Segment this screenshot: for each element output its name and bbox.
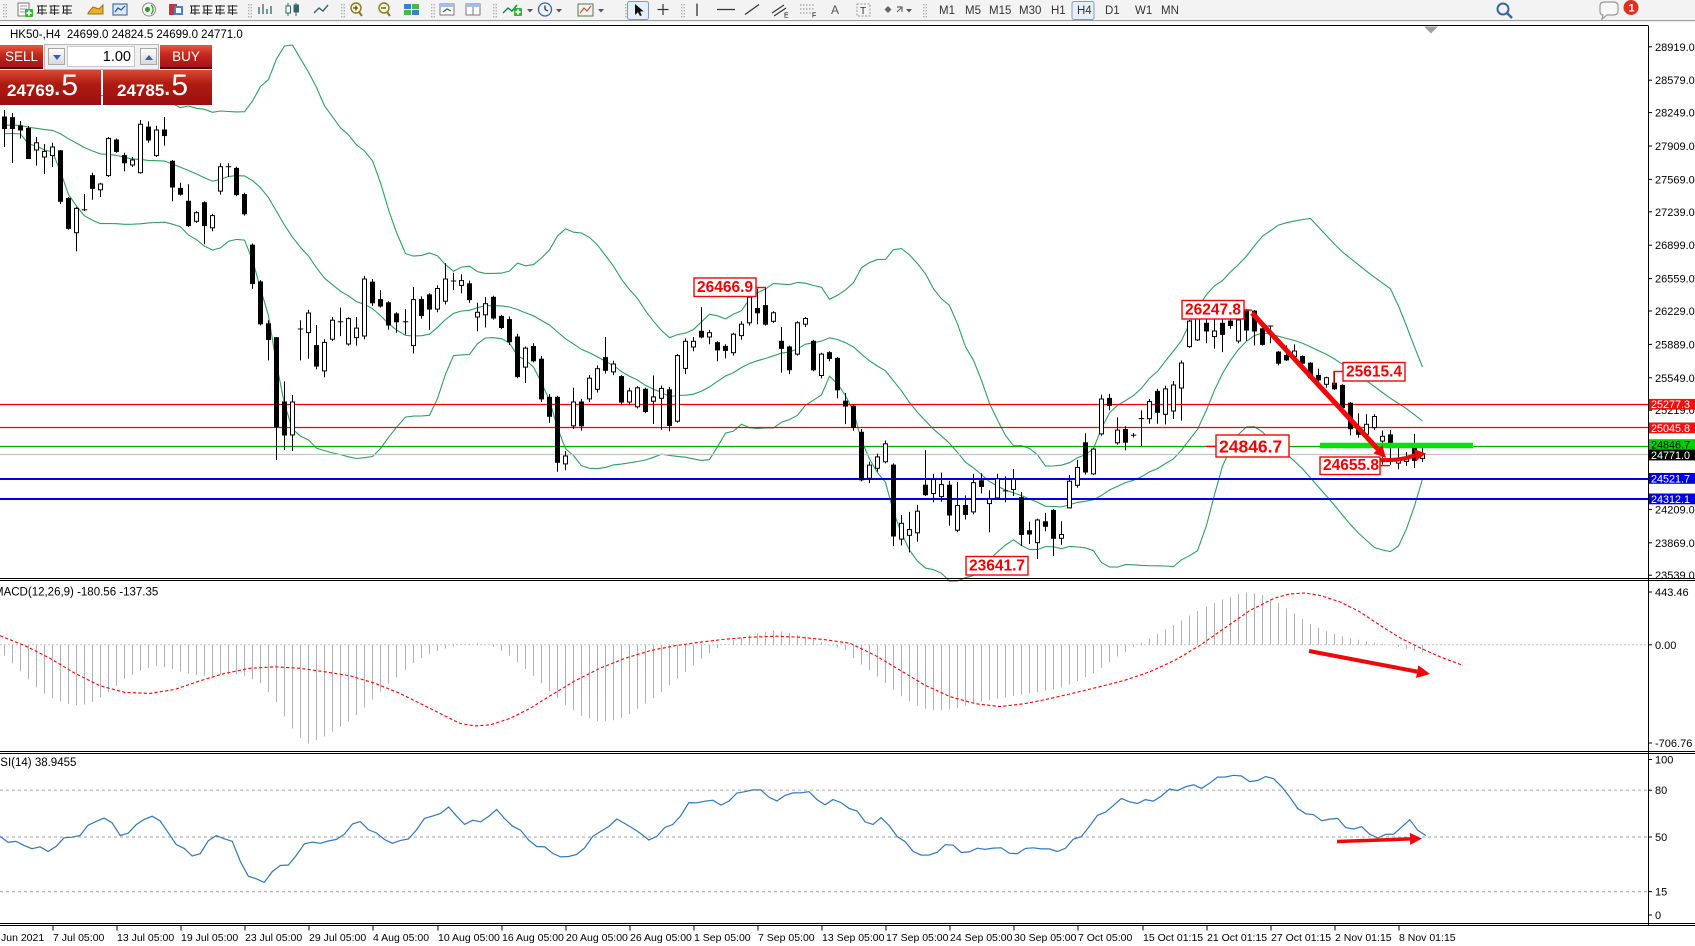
svg-text:4 Aug 05:00: 4 Aug 05:00	[373, 932, 429, 944]
svg-text:100: 100	[1655, 755, 1673, 767]
svg-text:E: E	[784, 13, 789, 20]
svg-text:24209.0: 24209.0	[1655, 504, 1695, 516]
svg-text:21 Oct 01:15: 21 Oct 01:15	[1207, 932, 1267, 944]
svg-text:RSI(14) 38.9455: RSI(14) 38.9455	[0, 757, 76, 769]
svg-text:A: A	[831, 3, 839, 17]
svg-text:27 Oct 01:15: 27 Oct 01:15	[1271, 932, 1331, 944]
svg-text:24521.7: 24521.7	[1651, 473, 1690, 485]
svg-text:-706.76: -706.76	[1655, 738, 1692, 750]
svg-text:80: 80	[1655, 785, 1667, 797]
svg-text:25045.8: 25045.8	[1651, 423, 1690, 435]
svg-text:M15: M15	[989, 5, 1011, 17]
svg-text:0.00: 0.00	[1655, 640, 1676, 652]
svg-text:26229.0: 26229.0	[1655, 306, 1695, 318]
svg-text:24846.7: 24846.7	[1219, 437, 1282, 457]
svg-text:24846.7: 24846.7	[1651, 440, 1690, 452]
svg-text:30 Sep 05:00: 30 Sep 05:00	[1014, 932, 1077, 944]
svg-text:50: 50	[1655, 832, 1667, 844]
svg-text:26 Aug 05:00: 26 Aug 05:00	[630, 932, 692, 944]
svg-text:26466.9: 26466.9	[697, 279, 753, 296]
svg-text:Jun 2021: Jun 2021	[1, 932, 44, 944]
svg-text:M30: M30	[1019, 5, 1041, 17]
svg-text:D1: D1	[1105, 5, 1120, 17]
svg-text:28919.0: 28919.0	[1655, 42, 1695, 54]
svg-text:25615.4: 25615.4	[1346, 364, 1402, 381]
svg-text:15: 15	[1655, 887, 1667, 899]
svg-text:24655.8: 24655.8	[1323, 457, 1379, 474]
svg-text:15 Oct 01:15: 15 Oct 01:15	[1143, 932, 1203, 944]
svg-text:M5: M5	[965, 5, 981, 17]
svg-text:25277.3: 25277.3	[1651, 399, 1690, 411]
svg-text:17 Sep 05:00: 17 Sep 05:00	[886, 932, 949, 944]
svg-text:27239.0: 27239.0	[1655, 207, 1695, 219]
svg-text:25549.0: 25549.0	[1655, 373, 1695, 385]
svg-text:23869.0: 23869.0	[1655, 538, 1695, 550]
svg-text:2 Nov 01:15: 2 Nov 01:15	[1335, 932, 1392, 944]
svg-text:HK50-,H4 24699.0 24824.5 2469: HK50-,H4 24699.0 24824.5 24699.0 24771.0	[10, 29, 243, 41]
svg-text:MACD(12,26,9) -180.56 -137.35: MACD(12,26,9) -180.56 -137.35	[0, 587, 158, 599]
svg-text:27569.0: 27569.0	[1655, 174, 1695, 186]
svg-text:19 Jul 05:00: 19 Jul 05:00	[181, 932, 238, 944]
svg-text:25889.0: 25889.0	[1655, 339, 1695, 351]
svg-text:7 Oct 05:00: 7 Oct 05:00	[1078, 932, 1132, 944]
svg-text:23539.0: 23539.0	[1655, 570, 1695, 582]
svg-text:0: 0	[1655, 910, 1661, 922]
svg-text:1: 1	[1629, 3, 1635, 15]
svg-text:23641.7: 23641.7	[969, 558, 1025, 575]
svg-text:7 Sep 05:00: 7 Sep 05:00	[758, 932, 815, 944]
svg-text:F: F	[812, 13, 816, 20]
svg-text:24 Sep 05:00: 24 Sep 05:00	[950, 932, 1013, 944]
svg-text:26247.8: 26247.8	[1185, 302, 1241, 319]
svg-text:16 Aug 05:00: 16 Aug 05:00	[502, 932, 564, 944]
svg-text:W1: W1	[1135, 5, 1152, 17]
svg-text:24771.0: 24771.0	[1651, 450, 1690, 462]
svg-text:29 Jul 05:00: 29 Jul 05:00	[309, 932, 366, 944]
svg-text:23 Jul 05:00: 23 Jul 05:00	[245, 932, 302, 944]
svg-text:T: T	[860, 6, 866, 17]
svg-text:443.46: 443.46	[1655, 587, 1689, 599]
svg-text:20 Aug 05:00: 20 Aug 05:00	[566, 932, 628, 944]
svg-text:13 Jul 05:00: 13 Jul 05:00	[117, 932, 174, 944]
svg-text:MN: MN	[1161, 5, 1179, 17]
svg-text:8 Nov 01:15: 8 Nov 01:15	[1399, 932, 1456, 944]
svg-text:27909.0: 27909.0	[1655, 141, 1695, 153]
svg-text:M1: M1	[939, 5, 955, 17]
svg-text:28579.0: 28579.0	[1655, 75, 1695, 87]
svg-text:1 Sep 05:00: 1 Sep 05:00	[694, 932, 751, 944]
svg-text:7 Jul 05:00: 7 Jul 05:00	[53, 932, 105, 944]
svg-text:H1: H1	[1051, 5, 1066, 17]
svg-text:10 Aug 05:00: 10 Aug 05:00	[438, 932, 500, 944]
svg-text:26899.0: 26899.0	[1655, 240, 1695, 252]
svg-text:28249.0: 28249.0	[1655, 108, 1695, 120]
svg-text:H4: H4	[1077, 5, 1092, 17]
svg-text:13 Sep 05:00: 13 Sep 05:00	[822, 932, 885, 944]
svg-text:24312.1: 24312.1	[1651, 494, 1690, 506]
svg-text:26559.0: 26559.0	[1655, 274, 1695, 286]
